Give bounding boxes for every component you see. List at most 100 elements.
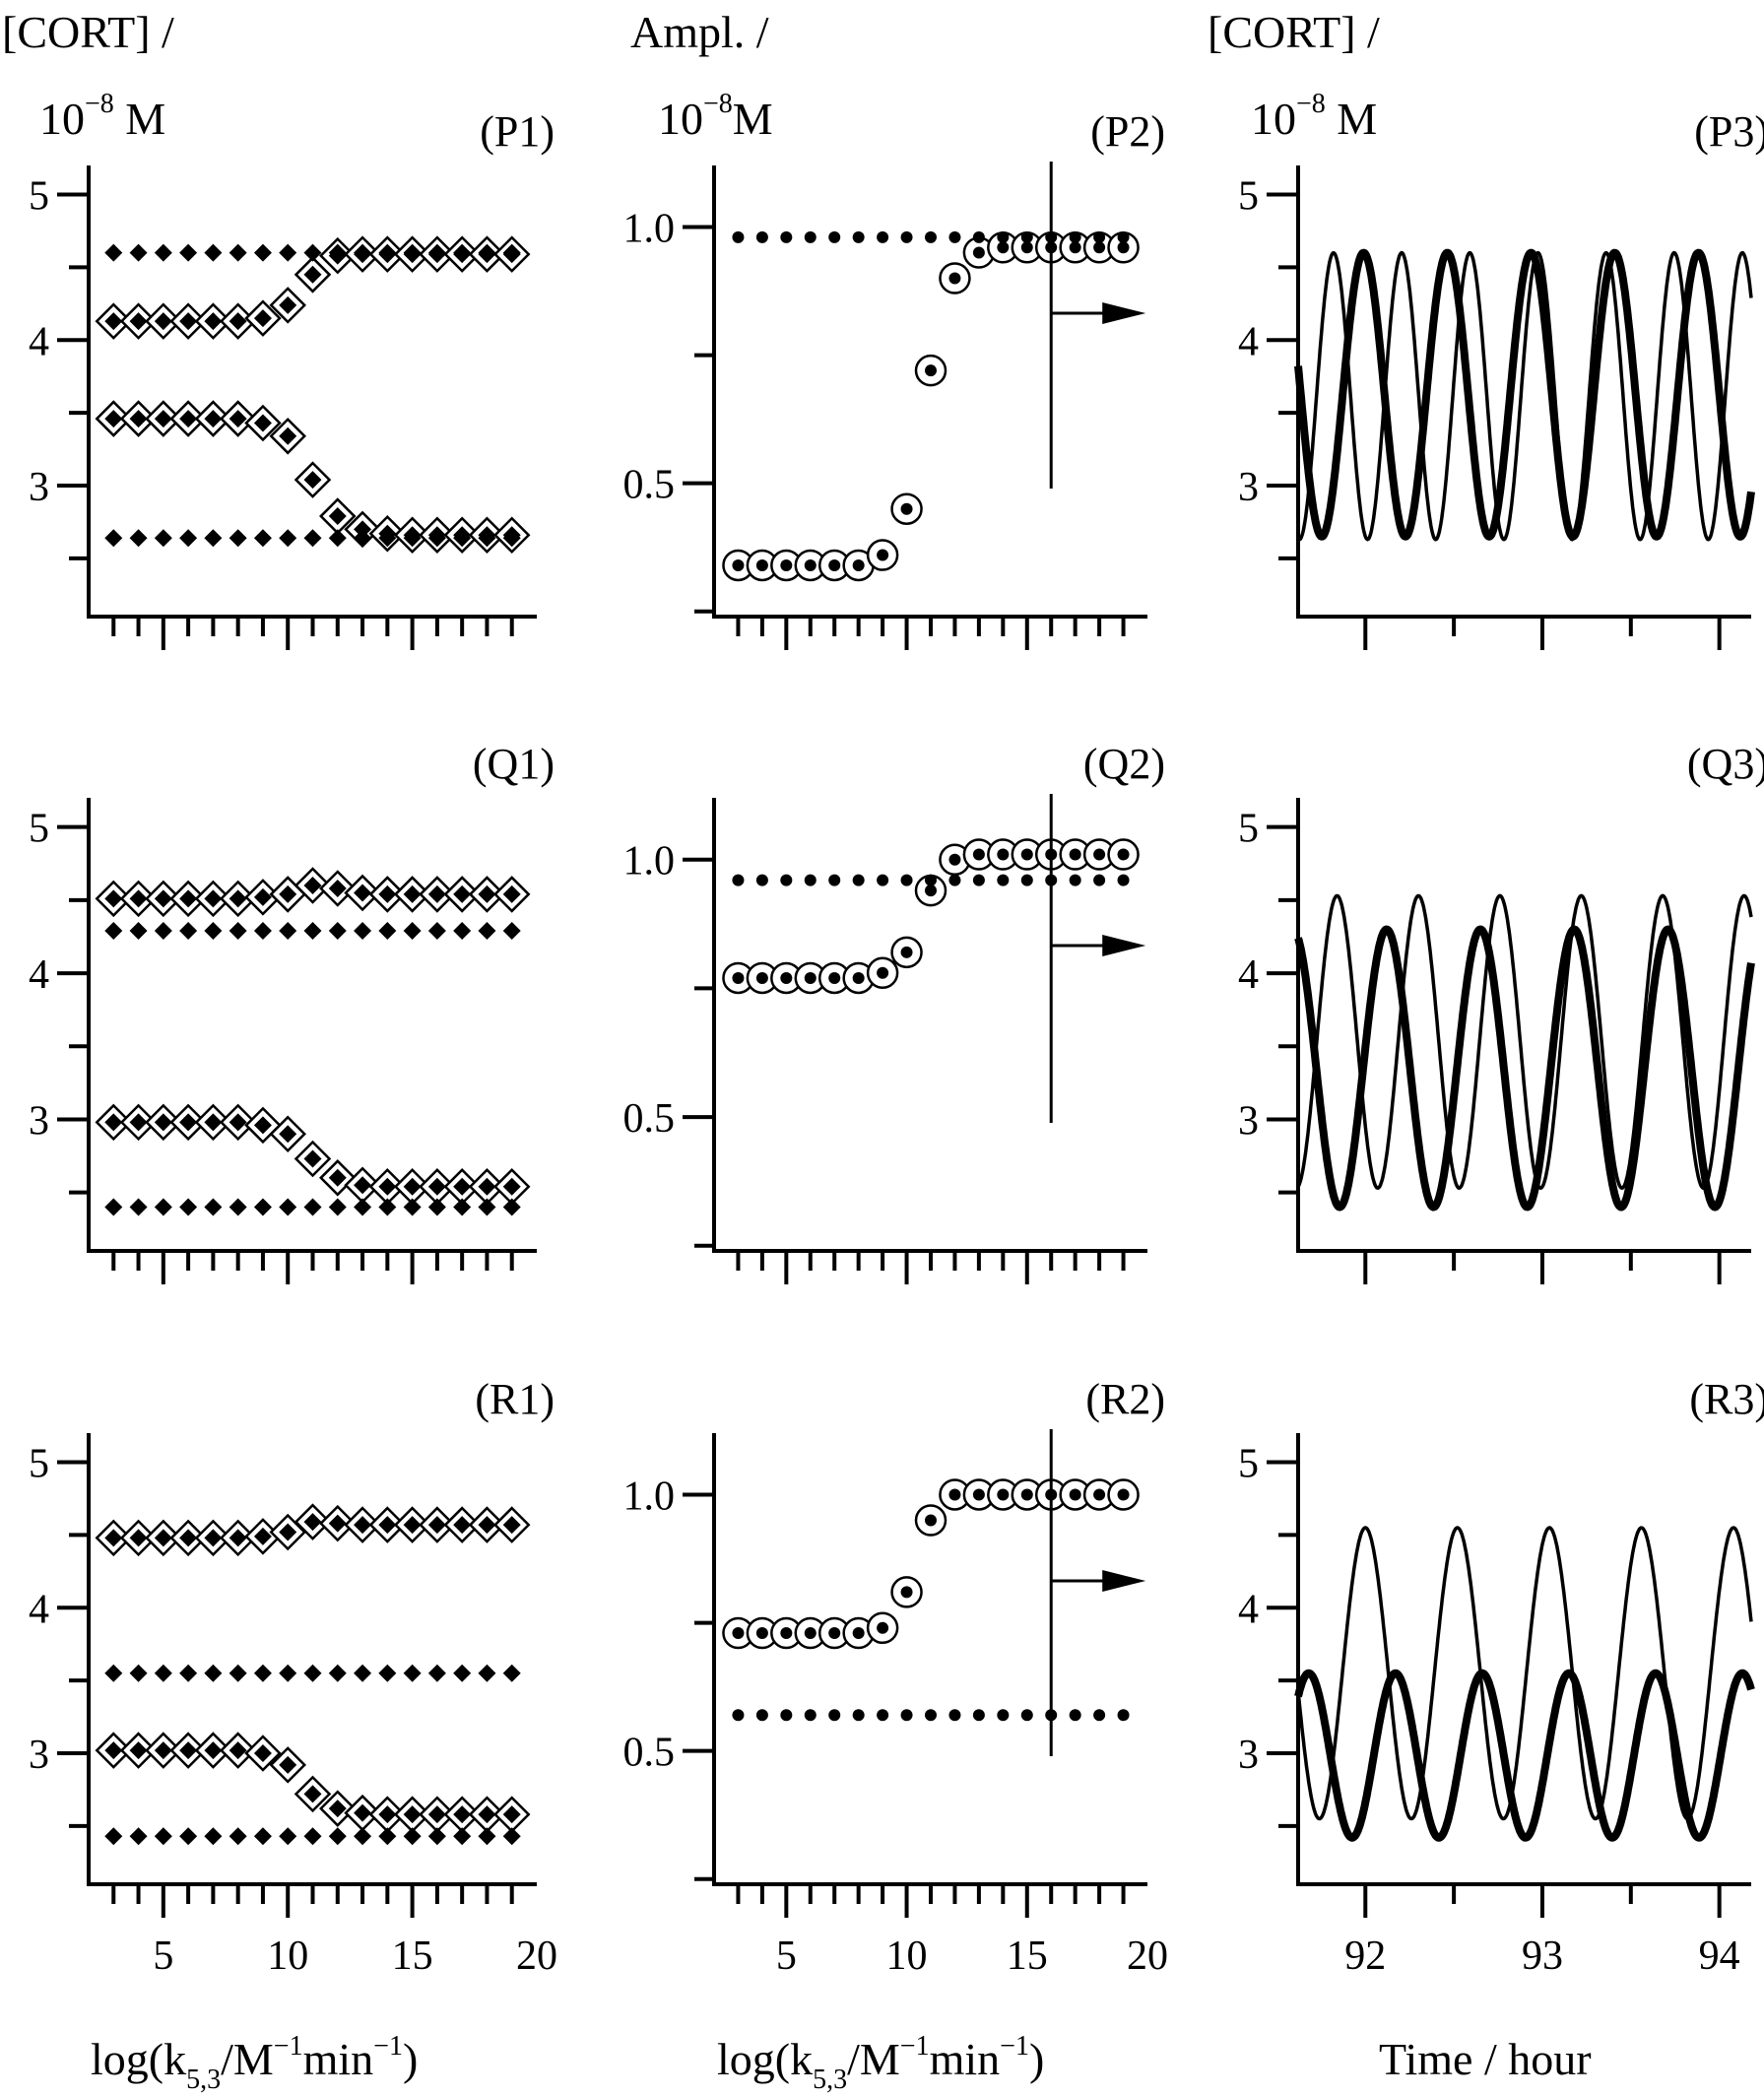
data-point-diamond-core	[478, 1177, 496, 1196]
data-point-small-dot	[1020, 1709, 1033, 1722]
data-point-circle-core	[925, 885, 937, 897]
data-point-diamond-core	[279, 1125, 297, 1144]
data-point-diamond-core	[129, 1529, 148, 1547]
y-tick-label: 3	[1238, 1098, 1259, 1144]
data-point-diamond-core	[303, 1513, 322, 1532]
data-point-filled-diamond	[253, 922, 272, 941]
series-line-thin	[1296, 1526, 1753, 1821]
panel-p2: (P2) 0.5 1.0	[623, 107, 1165, 650]
data-point-circle-core	[925, 1514, 937, 1527]
data-point-circle-core	[972, 1488, 985, 1501]
data-point-circle-core	[972, 246, 985, 259]
data-point-circle-core	[1117, 848, 1130, 861]
data-point-filled-diamond	[378, 529, 397, 548]
data-point-filled-diamond	[354, 922, 372, 941]
data-point-diamond-core	[179, 1113, 198, 1132]
data-point-filled-diamond	[478, 243, 496, 262]
data-point-diamond-core	[204, 889, 223, 908]
data-point-diamond-core	[154, 1113, 172, 1132]
x-tick-label: 15	[392, 1933, 433, 1979]
x-tick-label: 5	[153, 1933, 173, 1979]
data-point-small-dot	[804, 1709, 817, 1722]
data-point-small-dot	[755, 230, 768, 243]
x-tick-label: 20	[1127, 1933, 1168, 1979]
data-point-small-dot	[780, 874, 793, 886]
y-axis-title-col3-line1: [CORT] /	[1208, 7, 1380, 57]
data-point-filled-diamond	[354, 1664, 372, 1682]
panel-r1: (R1) 3 4 5 5 10 15 20	[29, 1375, 557, 1979]
data-point-filled-diamond	[129, 922, 148, 941]
data-point-small-dot	[877, 230, 889, 243]
data-point-filled-diamond	[204, 1827, 223, 1846]
data-point-filled-diamond	[328, 529, 347, 548]
data-point-filled-diamond	[179, 1198, 198, 1216]
data-point-diamond-core	[229, 1113, 247, 1132]
marker-arrow-head	[1102, 302, 1146, 324]
data-point-filled-diamond	[453, 1664, 472, 1682]
data-point-small-dot	[948, 230, 961, 243]
data-point-diamond-core	[378, 1177, 397, 1196]
x-tick-label: 15	[1007, 1933, 1048, 1979]
data-point-diamond-core	[328, 507, 347, 526]
data-point-diamond-core	[403, 1805, 422, 1824]
data-point-diamond-core	[427, 885, 446, 903]
data-point-diamond-core	[154, 312, 172, 331]
data-point-small-dot	[1069, 1709, 1081, 1722]
data-point-diamond-core	[253, 1527, 272, 1545]
data-point-filled-diamond	[478, 529, 496, 548]
data-point-diamond-core	[129, 1113, 148, 1132]
data-point-diamond-core	[154, 1529, 172, 1547]
data-point-filled-diamond	[279, 922, 297, 941]
data-point-circle-core	[900, 1586, 913, 1599]
data-point-small-dot	[900, 230, 913, 243]
data-point-diamond-core	[478, 1805, 496, 1824]
data-point-diamond-core	[378, 1805, 397, 1824]
data-point-filled-diamond	[453, 243, 472, 262]
data-point-filled-diamond	[303, 243, 322, 262]
data-point-filled-diamond	[478, 1664, 496, 1682]
y-axis-title-col2-line2: 10−8M	[658, 89, 773, 144]
data-point-diamond-core	[303, 877, 322, 895]
data-point-diamond-core	[279, 885, 297, 903]
data-point-filled-diamond	[328, 1198, 347, 1216]
y-tick-label: 3	[29, 465, 49, 510]
data-point-circle-core	[732, 971, 745, 984]
panel-label-p3: (P3)	[1694, 107, 1764, 156]
data-point-filled-diamond	[354, 243, 372, 262]
data-point-diamond-core	[179, 1741, 198, 1760]
data-point-diamond-core	[154, 410, 172, 428]
data-point-filled-diamond	[328, 1664, 347, 1682]
data-point-diamond-core	[104, 1741, 123, 1760]
data-point-diamond-core	[403, 1516, 422, 1535]
data-point-diamond-core	[279, 1755, 297, 1774]
data-point-diamond-core	[328, 1514, 347, 1533]
data-point-filled-diamond	[204, 1664, 223, 1682]
data-point-diamond-core	[179, 889, 198, 908]
data-point-small-dot	[1020, 874, 1033, 886]
data-point-circle-core	[755, 1626, 768, 1639]
y-tick-label: 4	[1238, 1587, 1259, 1632]
data-point-filled-diamond	[303, 529, 322, 548]
data-point-small-dot	[925, 874, 937, 886]
data-point-diamond-core	[453, 1516, 472, 1535]
data-point-small-dot	[948, 874, 961, 886]
data-point-diamond-core	[204, 1529, 223, 1547]
data-point-filled-diamond	[502, 1198, 521, 1216]
panels: (P1) 3 4 5 (P2) 0.5 1.0 (P3) 3 4 5 (Q1) 3 4 5 (Q2) 0.5 1.…	[29, 107, 1764, 1979]
data-point-circle-core	[1093, 241, 1106, 254]
data-point-filled-diamond	[229, 1198, 247, 1216]
data-point-filled-diamond	[179, 922, 198, 941]
marker-arrow-head	[1102, 935, 1146, 956]
y-tick-label: 3	[1238, 465, 1259, 510]
data-point-diamond-core	[129, 1741, 148, 1760]
y-tick-label: 4	[29, 319, 49, 364]
data-point-circle-core	[1069, 1488, 1081, 1501]
data-point-diamond-core	[253, 309, 272, 328]
data-point-small-dot	[997, 230, 1010, 243]
data-point-filled-diamond	[279, 529, 297, 548]
data-point-circle-core	[925, 364, 937, 377]
data-point-filled-diamond	[179, 1664, 198, 1682]
data-point-filled-diamond	[378, 243, 397, 262]
data-point-small-dot	[804, 874, 817, 886]
